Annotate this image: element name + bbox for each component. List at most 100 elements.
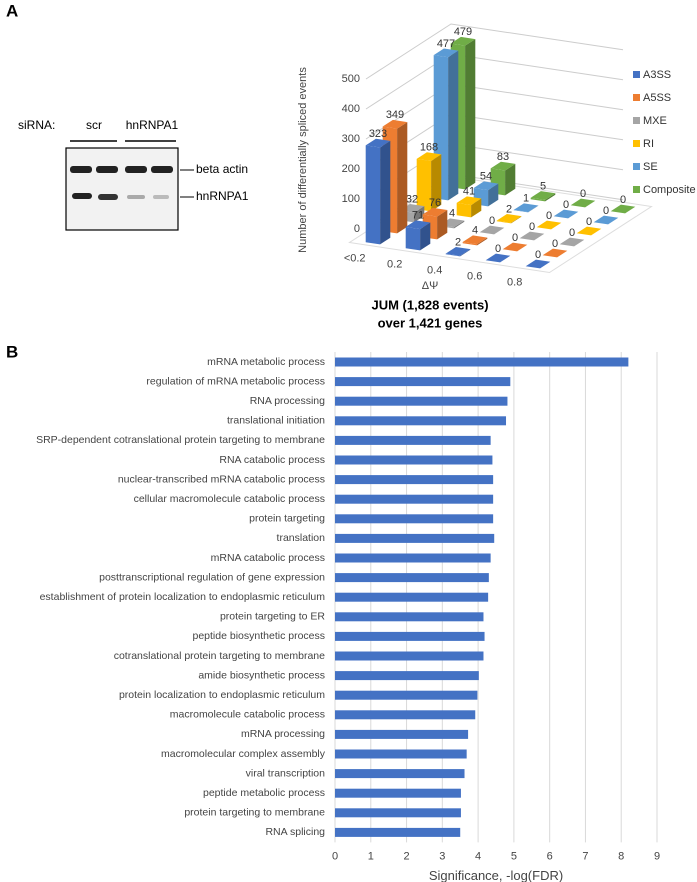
y-tick-label: macromolecule catabolic process <box>170 709 325 721</box>
x-axis-label: ΔΨ <box>422 280 439 292</box>
y-tick-label: 100 <box>342 193 360 205</box>
bar <box>570 198 596 208</box>
y-tick-label: nuclear-transcribed mRNA catabolic proce… <box>118 473 325 485</box>
bar-top <box>553 209 579 219</box>
y-tick-label: 500 <box>342 73 360 85</box>
bar <box>610 204 636 214</box>
value-label: 5 <box>540 180 546 192</box>
legend-swatch <box>633 71 640 78</box>
legend-label: Composite <box>643 184 696 196</box>
bar <box>335 612 484 622</box>
bar <box>525 259 551 269</box>
value-label: 0 <box>546 210 552 222</box>
western-blot: siRNA: scr hnRNPA1 beta actin hnRNPA1 <box>18 118 249 231</box>
bar-side <box>505 163 516 196</box>
x-tick-label: 9 <box>654 850 660 862</box>
bar-front <box>462 242 478 246</box>
bar-side <box>477 237 488 246</box>
bar <box>335 827 461 837</box>
band <box>127 195 145 199</box>
bar-side <box>460 249 471 257</box>
bar-front <box>496 220 512 224</box>
y-axis-label: Number of differentially spliced events <box>297 67 309 253</box>
bar <box>553 209 579 219</box>
value-label: 479 <box>454 26 472 38</box>
bar-side <box>414 206 425 223</box>
value-label: 0 <box>495 243 501 255</box>
value-label: 0 <box>620 194 626 206</box>
value-label: 349 <box>386 109 404 121</box>
bar-top <box>530 191 556 200</box>
value-label: 0 <box>529 221 535 233</box>
value-label: 168 <box>420 142 438 154</box>
value-label: 76 <box>429 197 441 209</box>
bar <box>335 435 491 445</box>
bar-side <box>454 220 465 229</box>
bar-top <box>490 161 516 171</box>
value-label: 0 <box>569 227 575 239</box>
bar-top <box>519 231 545 241</box>
x-tick-label: 0.6 <box>467 271 482 283</box>
bar-top <box>416 152 442 161</box>
bar <box>335 749 467 759</box>
bar <box>335 671 479 681</box>
legend-label: A3SS <box>643 69 671 81</box>
panel-label: A <box>6 1 18 20</box>
y-tick-label: protein targeting to ER <box>220 611 325 623</box>
y-tick-label: cellular macromolecule catabolic process <box>134 493 325 505</box>
bar-top <box>576 226 602 236</box>
bar-top <box>496 214 522 223</box>
bar <box>536 220 562 230</box>
x-tick-label: 6 <box>547 850 553 862</box>
band-label: hnRNPA1 <box>196 189 249 203</box>
bar <box>530 191 556 202</box>
bar <box>335 631 485 641</box>
legend-label: MXE <box>643 115 667 127</box>
caption: over 1,421 genes <box>378 315 483 330</box>
y-tick-label: SRP-dependent cotranslational protein ta… <box>36 434 325 446</box>
band <box>72 193 92 199</box>
y-tick-label: 200 <box>342 163 360 175</box>
bar-front <box>513 209 529 213</box>
legend-swatch <box>633 117 640 124</box>
bar-side <box>465 39 476 190</box>
bar <box>335 377 511 387</box>
value-label: 83 <box>497 151 509 163</box>
y-tick-label: RNA splicing <box>265 826 325 838</box>
value-label: 0 <box>552 238 558 250</box>
x-tick-label: 5 <box>511 850 517 862</box>
bar <box>335 729 469 739</box>
bar-top <box>559 237 585 247</box>
bar-front <box>456 202 472 218</box>
value-label: 2 <box>455 236 461 248</box>
bar-front <box>405 226 421 251</box>
bar-side <box>528 205 539 213</box>
y-tick-label: translational initiation <box>227 415 325 427</box>
value-label: 0 <box>563 199 569 211</box>
x-axis-label: Significance, -log(FDR) <box>429 868 563 882</box>
value-label: 0 <box>580 188 586 200</box>
legend-swatch <box>633 140 640 147</box>
x-tick-label: 2 <box>403 850 409 862</box>
bar <box>335 396 508 406</box>
bar-top <box>570 198 596 208</box>
value-label: 0 <box>512 232 518 244</box>
value-label: 4 <box>449 208 455 220</box>
bar-front <box>365 145 381 245</box>
bar <box>462 235 488 246</box>
band <box>96 166 118 173</box>
bar <box>479 225 505 235</box>
bar <box>519 231 545 241</box>
bar-side <box>488 183 499 207</box>
value-label: 477 <box>437 38 455 50</box>
bar-top <box>513 203 539 213</box>
bar <box>405 220 431 251</box>
legend-label: SE <box>643 161 658 173</box>
y-tick-label: translation <box>277 532 326 544</box>
x-tick-label: 4 <box>475 850 481 862</box>
caption: JUM (1,828 events) <box>371 297 488 312</box>
bar-top <box>593 215 619 225</box>
bar <box>335 514 494 524</box>
bar <box>513 203 539 213</box>
bar <box>365 138 391 245</box>
